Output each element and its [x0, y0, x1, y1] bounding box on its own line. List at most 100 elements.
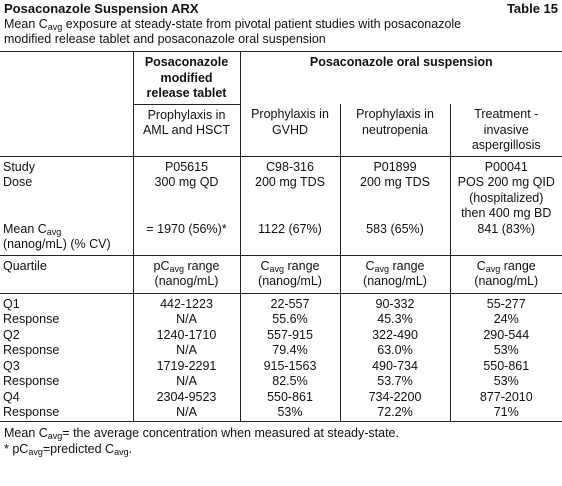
footnote-subscript: avg [114, 446, 129, 457]
cell: 1122 (67%) [239, 221, 340, 256]
cell: 583 (65%) [339, 221, 450, 256]
cell: 300 mg QD [132, 175, 240, 222]
subtitle: Mean Cavg exposure at steady-state from … [0, 17, 562, 51]
cell: P00041 [449, 156, 562, 175]
cell-text: range (nanog/mL) [363, 258, 427, 289]
subtitle-subscript: avg [47, 22, 63, 32]
cell: 550-861 [449, 358, 562, 374]
cell: 53% [449, 374, 562, 390]
cell: = 1970 (56%)* [132, 221, 240, 256]
cell: 322-490 [339, 327, 450, 343]
footnote-text: . [128, 441, 133, 456]
cell: Cavg range (nanog/mL) [239, 255, 340, 294]
row-label: Q1 [3, 296, 20, 311]
cell: 55-277 [449, 293, 562, 312]
cell: 71% [449, 405, 562, 421]
cell: 200 mg TDS [339, 175, 450, 222]
footnote: * pCavg=predicted Cavg. [0, 441, 562, 457]
cell-subscript: avg [169, 263, 185, 274]
cell: 557-915 [239, 327, 340, 343]
row-label: Mean Cavg (nanog/mL) (% CV) [0, 221, 133, 256]
cell: 24% [449, 312, 562, 328]
subheader: Prophylaxis in neutropenia [339, 104, 450, 157]
footnote-subscript: avg [47, 430, 63, 441]
row-label: Q4 [3, 389, 20, 404]
subtitle-text: Mean C [4, 17, 48, 31]
subheader: Prophylaxis in AML and HSCT [132, 104, 240, 157]
cell: 53.7% [339, 374, 450, 390]
row-label: Dose [3, 175, 33, 189]
row-label-text: Mean C [3, 221, 47, 236]
cell: 550-861 [239, 389, 340, 405]
table-label: Table 15 [506, 1, 558, 16]
cell: 1719-2291 [132, 358, 240, 374]
footnote: Mean Cavg= the average concentration whe… [0, 422, 562, 441]
table-row: Q3 1719-2291 915-1563 490-734 550-861 [0, 358, 562, 374]
table-row: Q4 2304-9523 550-861 734-2200 877-2010 [0, 389, 562, 405]
cell-subscript: avg [485, 263, 501, 274]
cell: 2304-9523 [132, 389, 240, 405]
cell: 82.5% [239, 374, 340, 390]
cell: C98-316 [239, 156, 340, 175]
row-label: Q2 [3, 327, 20, 342]
cell: 877-2010 [449, 389, 562, 405]
cell-text: C [476, 258, 486, 273]
table-row: Q2 1240-1710 557-915 322-490 290-544 [0, 327, 562, 343]
cell: P01899 [339, 156, 450, 175]
footnote-text: =predicted C [42, 441, 115, 456]
cell: N/A [132, 312, 240, 328]
footnote-text: Mean C [4, 425, 48, 440]
cell: 290-544 [449, 327, 562, 343]
cell: 490-734 [339, 358, 450, 374]
row-label: Study [3, 159, 35, 174]
cell: 55.6% [239, 312, 340, 328]
cell: Cavg range (nanog/mL) [339, 255, 450, 294]
cell: 53% [239, 405, 340, 421]
table-row: Posaconazole modified release tablet Posa… [0, 51, 562, 105]
row-label: Response [3, 312, 60, 326]
row-label-text: (nanog/mL) (% CV) [3, 237, 111, 251]
cell: 734-2200 [339, 389, 450, 405]
subheader: Treatment - invasive aspergillosis [449, 104, 562, 157]
cell: Cavg range (nanog/mL) [449, 255, 562, 294]
cell-subscript: avg [374, 263, 390, 274]
row-label: Response [3, 405, 60, 419]
row-label: Q3 [3, 358, 20, 373]
group-header: Posaconazole oral suspension [239, 51, 562, 104]
row-label: Response [3, 374, 60, 388]
row-label-subscript: avg [46, 226, 62, 237]
table-row: Mean Cavg (nanog/mL) (% CV) = 1970 (56%)*… [0, 221, 562, 256]
group-header: Posaconazole modified release tablet [132, 51, 240, 105]
subheader: Prophylaxis in GVHD [239, 104, 340, 157]
table-row: Response N/A 53% 72.2% 71% [0, 405, 562, 421]
table-row: Response N/A 79.4% 63.0% 53% [0, 343, 562, 359]
cell: 22-557 [239, 293, 340, 312]
cell: 45.3% [339, 312, 450, 328]
cell-text: C [260, 258, 270, 273]
cell: 53% [449, 343, 562, 359]
table-row: Prophylaxis in AML and HSCT Prophylaxis i… [0, 104, 562, 157]
cell: N/A [132, 343, 240, 359]
cell: 915-1563 [239, 358, 340, 374]
cell: 90-332 [339, 293, 450, 312]
empty-cell [0, 52, 133, 105]
title: Posaconazole Suspension ARX [4, 1, 199, 16]
cell: 79.4% [239, 343, 340, 359]
cell: 63.0% [339, 343, 450, 359]
table-row: Quartile pCavg range (nanog/mL) Cavg range… [0, 255, 562, 294]
cell-text: range (nanog/mL) [258, 258, 322, 289]
cell-subscript: avg [269, 263, 285, 274]
cell: 1240-1710 [132, 327, 240, 343]
footnote-text: = the average concentration when measure… [62, 425, 399, 440]
cell-text: range (nanog/mL) [154, 258, 220, 289]
cell-text: range (nanog/mL) [474, 258, 539, 289]
empty-cell [0, 104, 133, 157]
cell: 200 mg TDS [239, 175, 340, 222]
table-row: Study P05615 C98-316 P01899 P00041 [0, 156, 562, 175]
cell: 72.2% [339, 405, 450, 421]
cell: POS 200 mg QID (hospitalized) then 400 m… [449, 175, 562, 222]
cell: P05615 [132, 156, 240, 175]
row-label: Response [3, 343, 60, 357]
table-row: Response N/A 82.5% 53.7% 53% [0, 374, 562, 390]
